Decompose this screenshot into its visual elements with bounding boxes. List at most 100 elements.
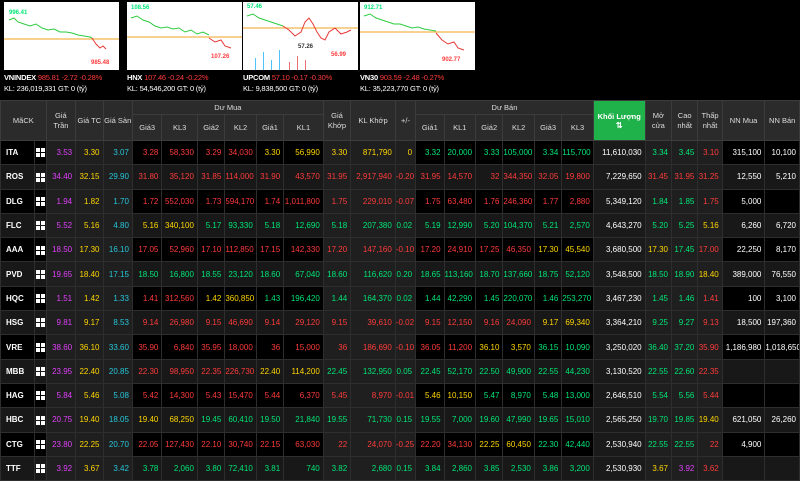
symbol-cell[interactable]: AAA — [0, 237, 35, 263]
cell-nb: 4,900 — [721, 431, 766, 457]
header-foreign-sell[interactable]: NN Bán — [764, 100, 800, 141]
header-symbol[interactable]: MãCK — [0, 100, 47, 141]
table-row[interactable]: AAA 18.50 17.30 16.10 17.05 52,960 17.10 112,85… — [0, 237, 800, 263]
header-high[interactable]: Cao nhất — [670, 100, 699, 141]
row-detail-icon[interactable] — [33, 285, 47, 312]
header-bid-vol1[interactable]: KL1 — [283, 114, 324, 141]
row-detail-icon[interactable] — [33, 407, 47, 433]
cell-a2: 5.20 — [475, 212, 504, 239]
row-detail-icon[interactable] — [33, 358, 47, 384]
cell-av3: 45,540 — [561, 237, 594, 263]
cell-mp: 1.75 — [322, 188, 352, 214]
table-row[interactable]: VRE 38.60 36.10 33.60 35.90 6,840 35.95 18,000 3… — [0, 334, 800, 360]
table-row[interactable]: HSG 9.81 9.17 8.53 9.14 26,980 9.15 46,690 9.14 2… — [0, 310, 800, 336]
symbol-cell[interactable]: DLG — [0, 188, 35, 214]
cell-nb: 315,100 — [721, 139, 766, 166]
cell-av2: 47,990 — [502, 407, 535, 433]
row-detail-icon[interactable] — [33, 237, 47, 263]
index-panel: 996.41 985.48 VNINDEX 985.81 -2.72 -0.28… — [0, 0, 800, 100]
header-ask-vol3[interactable]: KL3 — [561, 114, 594, 141]
table-row[interactable]: DLG 1.94 1.82 1.70 1.72 552,030 1.73 594,170 1.7… — [0, 188, 800, 214]
header-open[interactable]: Mở cửa — [644, 100, 672, 141]
header-ask-price3[interactable]: Giá3 — [533, 114, 563, 141]
index-widget-vnindex[interactable]: 996.41 985.48 VNINDEX 985.81 -2.72 -0.28… — [4, 2, 119, 93]
table-row[interactable]: PVD 19.65 18.40 17.15 18.50 16,800 18.55 23,120… — [0, 261, 800, 287]
row-detail-icon[interactable] — [33, 139, 47, 166]
symbol-cell[interactable]: ITA — [0, 139, 35, 166]
cell-mv: 2,917,940 — [350, 164, 396, 190]
cell-mp: 22.45 — [322, 358, 352, 384]
header-foreign-buy[interactable]: NN Mua — [721, 100, 766, 141]
row-detail-icon[interactable] — [33, 310, 47, 336]
symbol-cell[interactable]: PVD — [0, 261, 35, 287]
header-low[interactable]: Thấp nhất — [697, 100, 723, 141]
table-row[interactable]: FLC 5.52 5.16 4.80 5.16 340,100 5.17 93,330 5.18… — [0, 212, 800, 239]
table-row[interactable]: TTF 3.92 3.67 3.42 3.78 2,060 3.80 72,410 3.81 74… — [0, 455, 800, 481]
cell-ref: 22.40 — [75, 358, 104, 384]
symbol-cell[interactable]: FLC — [0, 212, 35, 239]
row-detail-icon[interactable] — [33, 164, 47, 190]
header-ask-price2[interactable]: Giá2 — [475, 114, 504, 141]
cell-ceil: 3.92 — [45, 455, 77, 481]
cell-bv1: 15,000 — [283, 334, 324, 360]
row-detail-icon[interactable] — [33, 188, 47, 214]
cell-ceil: 20.75 — [45, 407, 77, 433]
symbol-cell[interactable]: HAG — [0, 382, 35, 409]
cell-b1: 1.43 — [255, 285, 285, 312]
cell-b2: 9.15 — [196, 310, 226, 336]
table-row[interactable]: ROS 34.40 32.15 29.90 31.80 35,120 31.85 114,00… — [0, 164, 800, 190]
row-detail-icon[interactable] — [33, 212, 47, 239]
cell-hi: 22.60 — [670, 358, 699, 384]
index-widget-vn30[interactable]: 912.71 902.77 VN30 903.59 -2.48 -0.27% K… — [360, 2, 475, 93]
symbol-cell[interactable]: HQC — [0, 285, 35, 312]
cell-lo: 9.13 — [697, 310, 723, 336]
header-bid-vol2[interactable]: KL2 — [224, 114, 257, 141]
row-detail-icon[interactable] — [33, 382, 47, 409]
header-bid-vol3[interactable]: KL3 — [161, 114, 198, 141]
symbol-cell[interactable]: TTF — [0, 455, 35, 481]
header-bid-price3[interactable]: Giá3 — [131, 114, 163, 141]
symbol-cell[interactable]: HBC — [0, 407, 35, 433]
header-match-vol[interactable]: KL Khớp — [350, 100, 396, 141]
row-detail-icon[interactable] — [33, 334, 47, 360]
symbol-cell[interactable]: MBB — [0, 358, 35, 384]
header-total-volume[interactable]: Khối Lượng ⇅ — [592, 100, 646, 141]
row-detail-icon[interactable] — [33, 261, 47, 287]
row-detail-icon[interactable] — [33, 431, 47, 457]
cell-b2: 22.10 — [196, 431, 226, 457]
header-ask-vol1[interactable]: KL1 — [443, 114, 477, 141]
cell-lo: 3.10 — [697, 139, 723, 166]
index-volume: KL: 54,546,200 GT: 0 (tỷ) — [127, 84, 206, 93]
index-widget-hnx[interactable]: 108.56 107.26 HNX 107.46 -0.24 -0.22% KL… — [127, 2, 242, 93]
symbol-cell[interactable]: VRE — [0, 334, 35, 360]
row-detail-icon[interactable] — [33, 455, 47, 481]
cell-mv: 207,380 — [350, 212, 396, 239]
cell-a3: 32.05 — [533, 164, 563, 190]
header-change[interactable]: +/- — [394, 100, 417, 141]
symbol-cell[interactable]: HSG — [0, 310, 35, 336]
table-row[interactable]: ITA 3.53 3.30 3.07 3.28 58,330 3.29 34,030 3.30 5… — [0, 139, 800, 166]
header-floor[interactable]: Giá Sàn — [102, 100, 133, 141]
symbol-cell[interactable]: CTG — [0, 431, 35, 457]
table-row[interactable]: MBB 23.95 22.40 20.85 22.30 98,950 22.35 226,73… — [0, 358, 800, 384]
table-row[interactable]: HQC 1.51 1.42 1.33 1.41 312,560 1.42 360,850 1.4… — [0, 285, 800, 312]
header-ceiling[interactable]: Giá Trần — [45, 100, 77, 141]
header-ask-vol2[interactable]: KL2 — [502, 114, 535, 141]
header-ref[interactable]: Giá TC — [75, 100, 104, 141]
index-percent: -0.27% — [421, 73, 445, 82]
index-widget-upcom[interactable]: 57.46 57.26 56.99 UPCOM 57.10 -0.17 -0.3… — [243, 2, 358, 93]
cell-b2: 1.42 — [196, 285, 226, 312]
header-bid-price2[interactable]: Giá2 — [196, 114, 226, 141]
cell-mp: 17.20 — [322, 237, 352, 263]
cell-op: 22.55 — [644, 431, 672, 457]
table-row[interactable]: CTG 23.80 22.25 20.70 22.05 127,430 22.10 30,74… — [0, 431, 800, 457]
header-ask-price1[interactable]: Giá1 — [415, 114, 445, 141]
cell-b2: 3.80 — [196, 455, 226, 481]
header-bid-price1[interactable]: Giá1 — [255, 114, 285, 141]
cell-floor: 18.05 — [102, 407, 133, 433]
header-match-price[interactable]: Giá Khớp — [322, 100, 352, 141]
table-row[interactable]: HBC 20.75 19.40 18.05 19.40 68,250 19.45 60,410… — [0, 407, 800, 433]
symbol-cell[interactable]: ROS — [0, 164, 35, 190]
table-row[interactable]: HAG 5.84 5.46 5.08 5.42 14,300 5.43 15,470 5.44 6… — [0, 382, 800, 409]
cell-hi: 37.20 — [670, 334, 699, 360]
